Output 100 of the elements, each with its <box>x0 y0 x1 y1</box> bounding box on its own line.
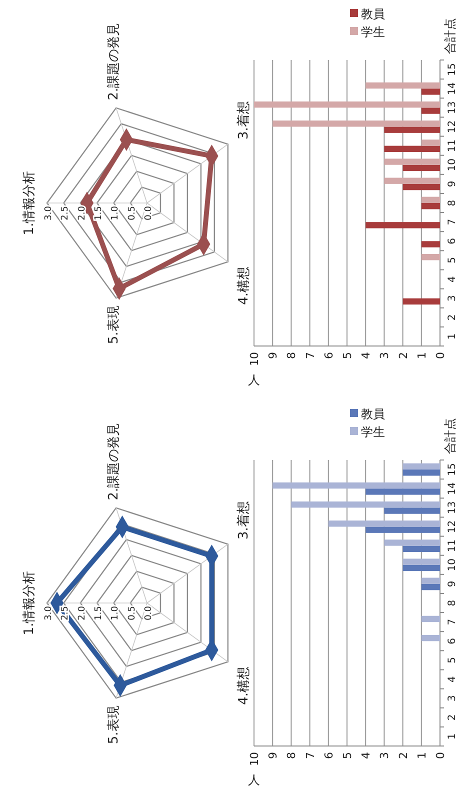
spoke-label: 2.課題の発見 <box>106 422 122 500</box>
bar <box>402 184 440 190</box>
spoke-label: 4.構想 <box>236 266 252 305</box>
y-tick-label: 1.0 <box>110 606 121 620</box>
x-tick-label: 1 <box>415 352 428 359</box>
bar <box>272 120 440 127</box>
y-tick-label: 10 <box>447 558 458 572</box>
x-tick-label: 6 <box>322 352 336 359</box>
y-tick-label: 2 <box>447 314 458 321</box>
x-tick-label: 5 <box>341 752 354 759</box>
y-tick-label: 7 <box>447 618 458 626</box>
x-tick-label: 0 <box>434 752 447 759</box>
bar <box>384 126 440 133</box>
y-tick-label: 1.5 <box>94 606 104 620</box>
legend-label: 学生 <box>361 25 385 39</box>
y-tick-label: 0.5 <box>127 606 138 620</box>
y-tick-label: 3 <box>447 295 458 302</box>
x-tick-label: 2 <box>396 352 410 359</box>
y-tick-label: 4 <box>447 676 458 682</box>
x-tick-label: 10 <box>248 352 261 366</box>
legend-label: 教員 <box>361 7 385 21</box>
y-tick-label: 14 <box>447 82 458 95</box>
bar <box>328 520 440 527</box>
spoke-label: 1.情報分析 <box>22 170 37 236</box>
legend-label: 教員 <box>361 407 385 421</box>
bar <box>402 558 440 565</box>
x-tick-label: 9 <box>266 752 280 759</box>
bar <box>421 634 440 642</box>
y-axis-title: 合計点 <box>443 418 457 454</box>
x-tick-label: 4 <box>360 752 373 759</box>
bar <box>421 578 440 584</box>
x-tick-label: 3 <box>378 352 392 359</box>
y-tick-label: 12 <box>447 520 458 534</box>
x-tick-label: 2 <box>396 752 410 759</box>
bar <box>421 196 440 203</box>
y-tick-label: 11 <box>447 539 458 552</box>
y-tick-label: 11 <box>447 139 458 152</box>
y-tick-label: 7 <box>447 218 458 226</box>
y-tick-label: 0.0 <box>144 206 154 220</box>
bar <box>384 178 440 184</box>
y-tick-label: 13 <box>447 501 458 514</box>
y-tick-label: 9 <box>447 180 458 188</box>
bar <box>402 164 440 172</box>
y-tick-label: 2.5 <box>60 206 71 220</box>
y-tick-label: 13 <box>447 101 458 114</box>
y-tick-label: 5 <box>447 257 458 264</box>
x-tick-label: 8 <box>285 352 298 359</box>
y-tick-label: 2.5 <box>60 606 71 620</box>
bar <box>402 470 440 476</box>
spoke-label: 2.課題の発見 <box>106 22 122 100</box>
y-tick-label: 2.0 <box>77 206 88 220</box>
bar <box>272 482 440 489</box>
y-tick-label: 1.5 <box>94 206 104 220</box>
spoke-label: 3.着想 <box>235 101 252 140</box>
x-tick-label: 8 <box>285 752 298 759</box>
bar <box>254 101 440 108</box>
y-tick-label: 10 <box>447 158 458 172</box>
y-tick-label: 0.5 <box>127 206 138 220</box>
bar <box>421 203 440 210</box>
bar <box>421 140 440 146</box>
x-tick-label: 5 <box>341 352 354 359</box>
bar <box>366 82 440 89</box>
legend-label: 学生 <box>361 425 385 439</box>
y-tick-label: 1 <box>447 733 458 740</box>
spoke-label: 3.着想 <box>235 501 252 540</box>
bar <box>421 616 440 622</box>
y-tick-label: 6 <box>447 238 458 244</box>
x-tick-label: 7 <box>304 752 317 759</box>
y-tick-label: 8 <box>447 200 458 206</box>
x-axis-title: 人 <box>248 373 260 387</box>
x-tick-label: 9 <box>266 352 280 359</box>
spoke-label: 1.情報分析 <box>22 570 37 636</box>
y-tick-label: 3.0 <box>44 206 54 220</box>
bar <box>402 298 440 305</box>
bar <box>366 222 440 228</box>
bar <box>402 564 440 572</box>
y-tick-label: 15 <box>447 63 458 76</box>
bar <box>421 241 440 248</box>
y-axis-title: 合計点 <box>443 18 457 54</box>
x-tick-label: 3 <box>378 752 392 759</box>
bar <box>384 540 440 546</box>
bar <box>421 88 440 95</box>
x-axis-title: 人 <box>248 773 260 787</box>
y-tick-label: 8 <box>447 600 458 606</box>
bar <box>421 584 440 590</box>
spoke-label: 4.構想 <box>236 666 252 705</box>
bar <box>384 158 440 165</box>
y-tick-label: 9 <box>447 580 458 588</box>
y-tick-label: 14 <box>447 482 458 495</box>
bar <box>384 146 440 152</box>
y-tick-label: 3 <box>447 695 458 702</box>
bar <box>402 546 440 552</box>
x-tick-label: 4 <box>360 352 373 359</box>
y-tick-label: 6 <box>447 638 458 644</box>
x-tick-label: 1 <box>415 752 428 759</box>
bar <box>384 508 440 514</box>
bar <box>291 501 440 508</box>
y-tick-label: 5 <box>447 657 458 664</box>
y-tick-label: 12 <box>447 120 458 134</box>
spoke-label: 5.表現 <box>106 706 122 744</box>
